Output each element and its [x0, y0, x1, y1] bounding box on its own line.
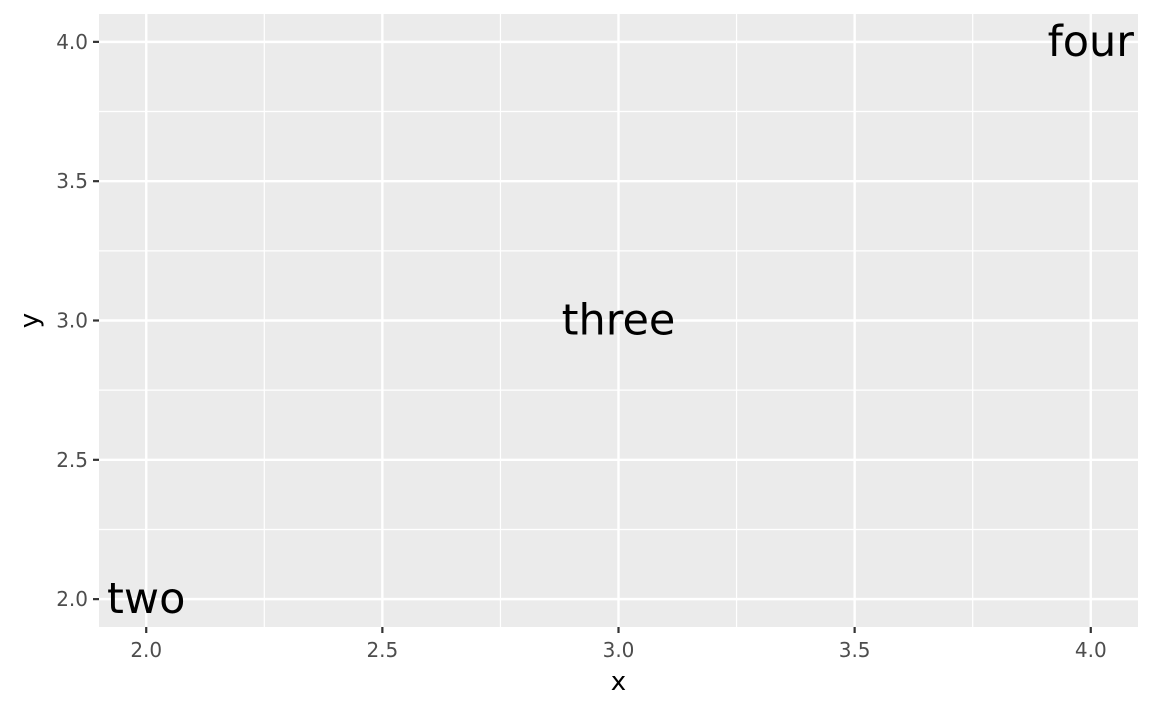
y-tick-label: 2.0	[56, 587, 88, 611]
x-tick-label: 4.0	[1075, 638, 1107, 662]
x-tick-label: 2.5	[366, 638, 398, 662]
y-axis-title: y	[15, 313, 45, 328]
point-label-four: four	[1048, 17, 1135, 67]
x-tick-label: 3.0	[603, 638, 635, 662]
point-label-two: two	[107, 574, 185, 624]
y-axis: 2.0 2.5 3.0 3.5 4.0	[56, 30, 99, 611]
x-tick-label: 2.0	[130, 638, 162, 662]
major-grid	[99, 14, 1138, 627]
x-tick-label: 3.5	[839, 638, 871, 662]
y-tick-label: 3.5	[56, 169, 88, 193]
x-axis-title: x	[611, 667, 626, 697]
y-tick-label: 3.0	[56, 309, 88, 333]
point-label-three: three	[562, 296, 676, 346]
y-tick-label: 2.5	[56, 448, 88, 472]
text-labels: two three four	[107, 17, 1134, 624]
y-tick-label: 4.0	[56, 30, 88, 54]
x-axis: 2.0 2.5 3.0 3.5 4.0	[130, 627, 1107, 662]
